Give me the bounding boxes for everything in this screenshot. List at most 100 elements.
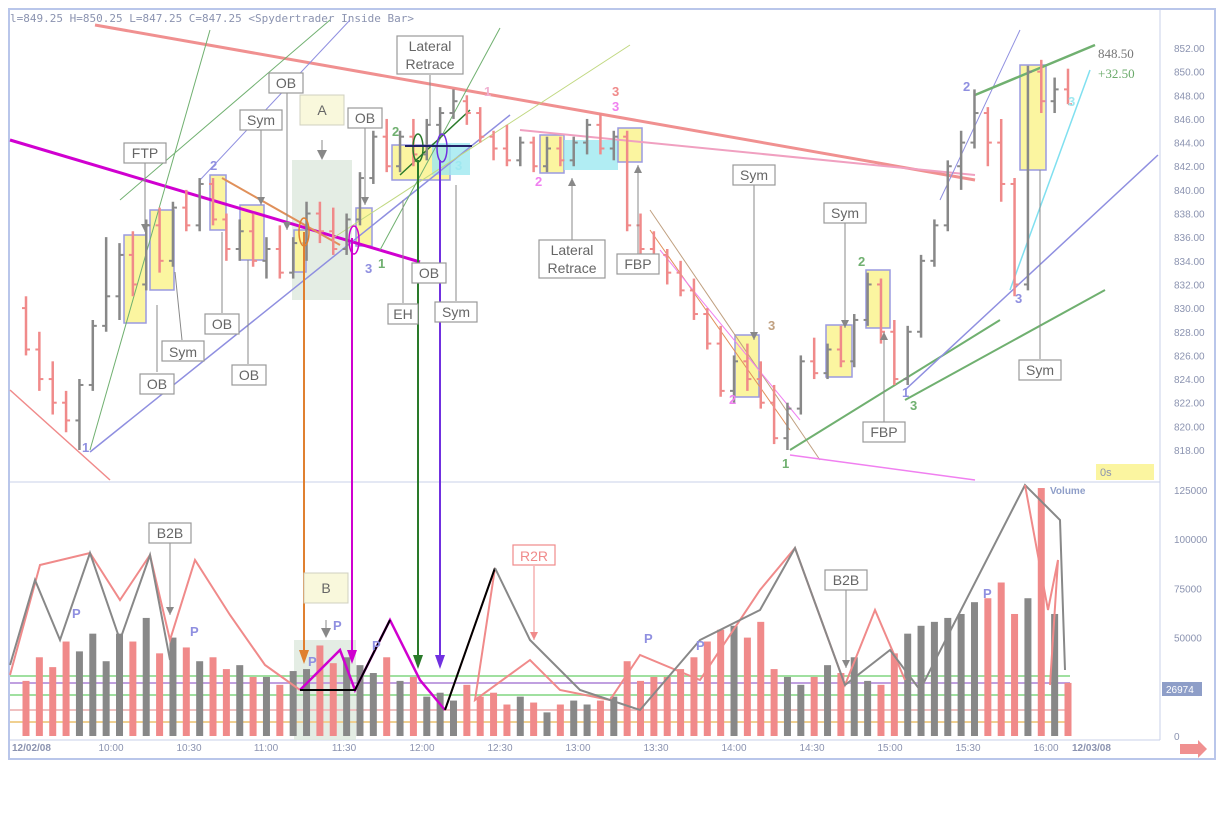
wave-label: 2 [392,124,399,139]
price-change: +32.50 [1098,66,1135,81]
r2r-label: R2R [520,548,548,564]
volume-bar [730,625,738,736]
volume-bar [262,676,270,736]
price-tick-label: 828.00 [1174,328,1205,339]
volume-bar [850,657,858,736]
a-box-callout: A [299,94,345,160]
volume-bar [930,621,938,736]
volume-bar [490,692,498,736]
volume-bar [663,676,671,736]
volume-bar [1064,682,1072,736]
volume-bar [890,653,898,736]
last-price: 848.50 [1098,46,1134,61]
volume-bar [62,641,70,736]
lateral-retrace-label: Lateral [551,242,594,258]
a-label: A [317,102,327,118]
volume-bar [904,633,912,736]
ftp-callout: FTP [123,142,167,232]
time-tick-label: 16:00 [1033,743,1058,754]
price-tick-label: 826.00 [1174,351,1205,362]
volume-tick-label: 50000 [1174,634,1202,645]
time-tick-label: 14:30 [799,743,824,754]
ohlc-header: l=849.25 H=850.25 L=847.25 C=847.25 <Spy… [10,12,414,25]
p-marker: P [308,654,317,669]
sym-callout: Sym [161,271,205,362]
volume-tick-label: 0 [1174,732,1180,743]
volume-bar [690,657,698,736]
ob-label: OB [212,316,232,332]
highlight-box [149,209,175,291]
trend-lines [9,19,1159,481]
price-tick-label: 820.00 [1174,422,1205,433]
zigzag-black [300,619,391,691]
p-marker: P [983,586,992,601]
ob-label: OB [419,265,439,281]
green-trend-line [974,43,1096,97]
volume-bar [463,684,471,736]
volume-bar [583,704,591,736]
b2b-callout: B2B [148,522,192,615]
green-trend-line [379,27,501,251]
volume-bar [249,676,257,736]
circle-marker [348,225,360,255]
volume-bar [824,665,832,736]
volume-bar [356,665,364,736]
volume-bar [303,669,311,736]
wave-label: 3 [612,84,619,99]
fbp-label: FBP [870,424,897,440]
volume-bar [984,598,992,736]
volume-bar [516,696,524,736]
highlight-box [825,324,853,378]
last-volume-badge [1162,682,1202,696]
volume-bar [49,667,57,736]
ob-callout: OB [204,232,240,335]
volume-bar [449,700,457,736]
volume-tick-label: 75000 [1174,584,1202,595]
volume-bar [650,676,658,736]
eh-label: EH [393,306,412,322]
volume-bar [543,712,551,736]
volume-bar [944,617,952,736]
sym-callout: Sym [823,202,867,328]
volume-bar [970,602,978,736]
pink-trend-line [659,249,801,421]
lateral-retrace-callout: Lateral Retrace [396,35,464,125]
p-marker: P [696,638,705,653]
price-tick-label: 844.00 [1174,139,1205,150]
p-marker: P [644,631,653,646]
price-tick-label: 848.00 [1174,91,1205,102]
green-trend-line [119,19,331,201]
blue-trend-line [939,29,1021,201]
wave-labels: 1 2 3 1 2 3 3 3 1 2 3 2 1 2 3 1 3 2 3 [82,79,1075,471]
b2b-callout: B2B [824,569,868,668]
zigzag-grey [9,549,171,666]
green-trend-line [89,29,211,451]
fbp-callout: FBP [616,165,660,275]
volume-bar [116,633,124,736]
time-tick-label: 14:00 [721,743,746,754]
lateral-retrace-callout: Lateral Retrace [538,178,606,279]
volume-bar [35,657,43,736]
scroll-right-icon[interactable] [1180,740,1207,758]
volume-bar [864,680,872,736]
volume-bar [383,657,391,736]
green-trend-line [904,289,1106,401]
wave-label: 3 [455,158,462,173]
ob-callout: OB [411,262,447,284]
price-tick-label: 834.00 [1174,257,1205,268]
eh-callout: EH [387,200,419,325]
sym-label: Sym [740,167,768,183]
arrow-head [299,650,309,664]
volume-bar [1024,598,1032,736]
price-tick-label: 842.00 [1174,162,1205,173]
highlight-box [865,269,891,329]
red-trend-line [9,389,111,481]
circle-markers [298,133,472,255]
ob-label: OB [239,367,259,383]
last-volume-text: 26974 [1166,685,1194,696]
pink-trend-line [789,454,976,481]
volume-bar [810,676,818,736]
volume-bar [530,702,538,736]
volume-bar [797,684,805,736]
wave-label: 1 [782,456,789,471]
